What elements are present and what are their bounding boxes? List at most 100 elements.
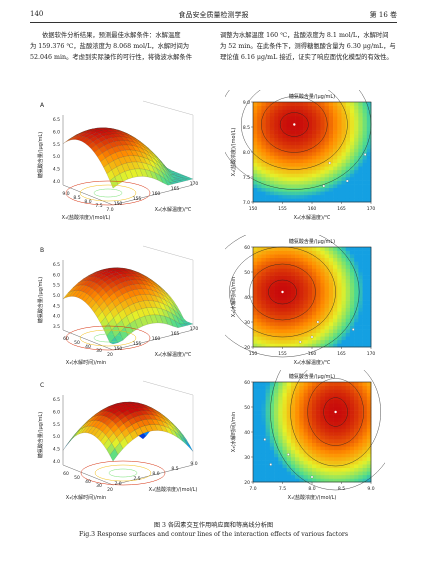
contour-cell <box>337 307 342 312</box>
contour-cell <box>345 474 351 479</box>
contour-cell <box>299 119 304 124</box>
contour-cell <box>290 198 296 203</box>
contour-cell <box>253 116 258 121</box>
contour-cell <box>295 272 300 276</box>
contour-cell <box>366 336 372 341</box>
contour-cell <box>324 173 330 178</box>
contour-cell <box>362 403 368 408</box>
contour-cell <box>341 439 347 444</box>
contour-cell <box>282 247 288 251</box>
max-point-marker <box>281 290 284 294</box>
contour-cell <box>307 410 313 415</box>
contour-cell <box>286 403 292 408</box>
z-tick-label: 6.0 <box>53 272 60 278</box>
contour-cell <box>299 396 304 401</box>
contour-cell <box>316 169 321 174</box>
x-tick-label: 9.0 <box>62 191 69 197</box>
design-point <box>328 161 331 165</box>
contour-cell <box>328 307 334 312</box>
contour-cell <box>299 194 304 199</box>
contour-cell <box>324 155 330 160</box>
contour-cell <box>312 414 317 419</box>
contour-cell <box>362 144 368 149</box>
contour-cell <box>312 166 317 171</box>
contour-cell <box>316 314 321 319</box>
contour-cell <box>295 471 300 476</box>
contour-cell <box>333 162 338 167</box>
contour-cell <box>349 339 355 344</box>
contour-cell <box>269 446 275 451</box>
contour-cell <box>362 102 368 106</box>
contour-cell <box>282 144 288 149</box>
contour-cell <box>257 318 262 323</box>
contour-cell <box>274 392 279 397</box>
left-line-3: 52.046 min。考虑到实际操作的可行性，将微波水解条件 <box>30 54 193 61</box>
contour-cell <box>286 127 292 131</box>
contour-cell <box>274 424 279 429</box>
contour-cell <box>328 403 334 408</box>
contour-cell <box>303 325 309 330</box>
contour-cell <box>358 460 363 465</box>
contour-cell <box>316 173 321 178</box>
contour-cell <box>312 194 317 199</box>
contour-cell <box>253 162 258 167</box>
contour-cell <box>257 439 262 444</box>
contour-cell <box>257 282 262 287</box>
contour-cell <box>312 109 317 114</box>
contour-cell <box>354 467 359 472</box>
contour-cell <box>328 396 334 401</box>
contour-cell <box>358 336 363 341</box>
contour-cell <box>366 119 372 124</box>
contour-cell <box>328 410 334 415</box>
contour-cell <box>303 173 309 178</box>
contour-cell <box>295 421 300 426</box>
contour-cell <box>312 339 317 344</box>
contour-cell <box>282 272 288 276</box>
contour-cell <box>269 385 275 390</box>
contour-cell <box>328 464 334 469</box>
contour-cell <box>358 105 363 110</box>
contour-cell <box>328 407 334 411</box>
contour-cell <box>269 141 275 146</box>
contour-cell <box>253 127 258 131</box>
y-tick-label: 8.5 <box>243 125 250 131</box>
contour-cell <box>253 187 258 192</box>
contour-cell <box>290 467 296 472</box>
contour-cell <box>290 464 296 469</box>
contour-cell <box>362 439 368 444</box>
contour-cell <box>320 275 325 280</box>
contour-cell <box>358 389 363 394</box>
contour-cell <box>341 464 347 469</box>
contour-cell <box>265 268 271 273</box>
contour-cell <box>253 435 258 440</box>
contour-cell <box>303 137 309 142</box>
contour-cell <box>269 449 275 454</box>
contour-cell <box>320 155 325 160</box>
contour-cell <box>316 191 321 196</box>
contour-cell <box>358 286 363 291</box>
contour-cell <box>349 300 355 305</box>
contour-cell <box>333 467 338 472</box>
contour-cell <box>261 191 266 196</box>
contour-cell <box>341 314 347 319</box>
contour-cell <box>337 261 342 266</box>
contour-cell <box>307 127 313 131</box>
contour-cell <box>269 318 275 323</box>
contour-cell <box>320 478 325 483</box>
contour-cell <box>345 457 351 461</box>
contour-cell <box>345 279 351 284</box>
contour-cell <box>257 297 262 301</box>
contour-cell <box>269 453 275 458</box>
contour-cell <box>316 254 321 259</box>
contour-cell <box>337 180 342 185</box>
x-tick-label: 50 <box>74 340 80 346</box>
contour-cell <box>265 134 271 139</box>
contour-cell <box>278 141 283 146</box>
contour-cell <box>328 442 334 447</box>
contour-cell <box>303 166 309 171</box>
contour-cell <box>290 254 296 259</box>
contour-cell <box>328 293 334 298</box>
contour-cell <box>312 184 317 189</box>
contour-cell <box>354 247 359 251</box>
contour-cell <box>341 318 347 323</box>
